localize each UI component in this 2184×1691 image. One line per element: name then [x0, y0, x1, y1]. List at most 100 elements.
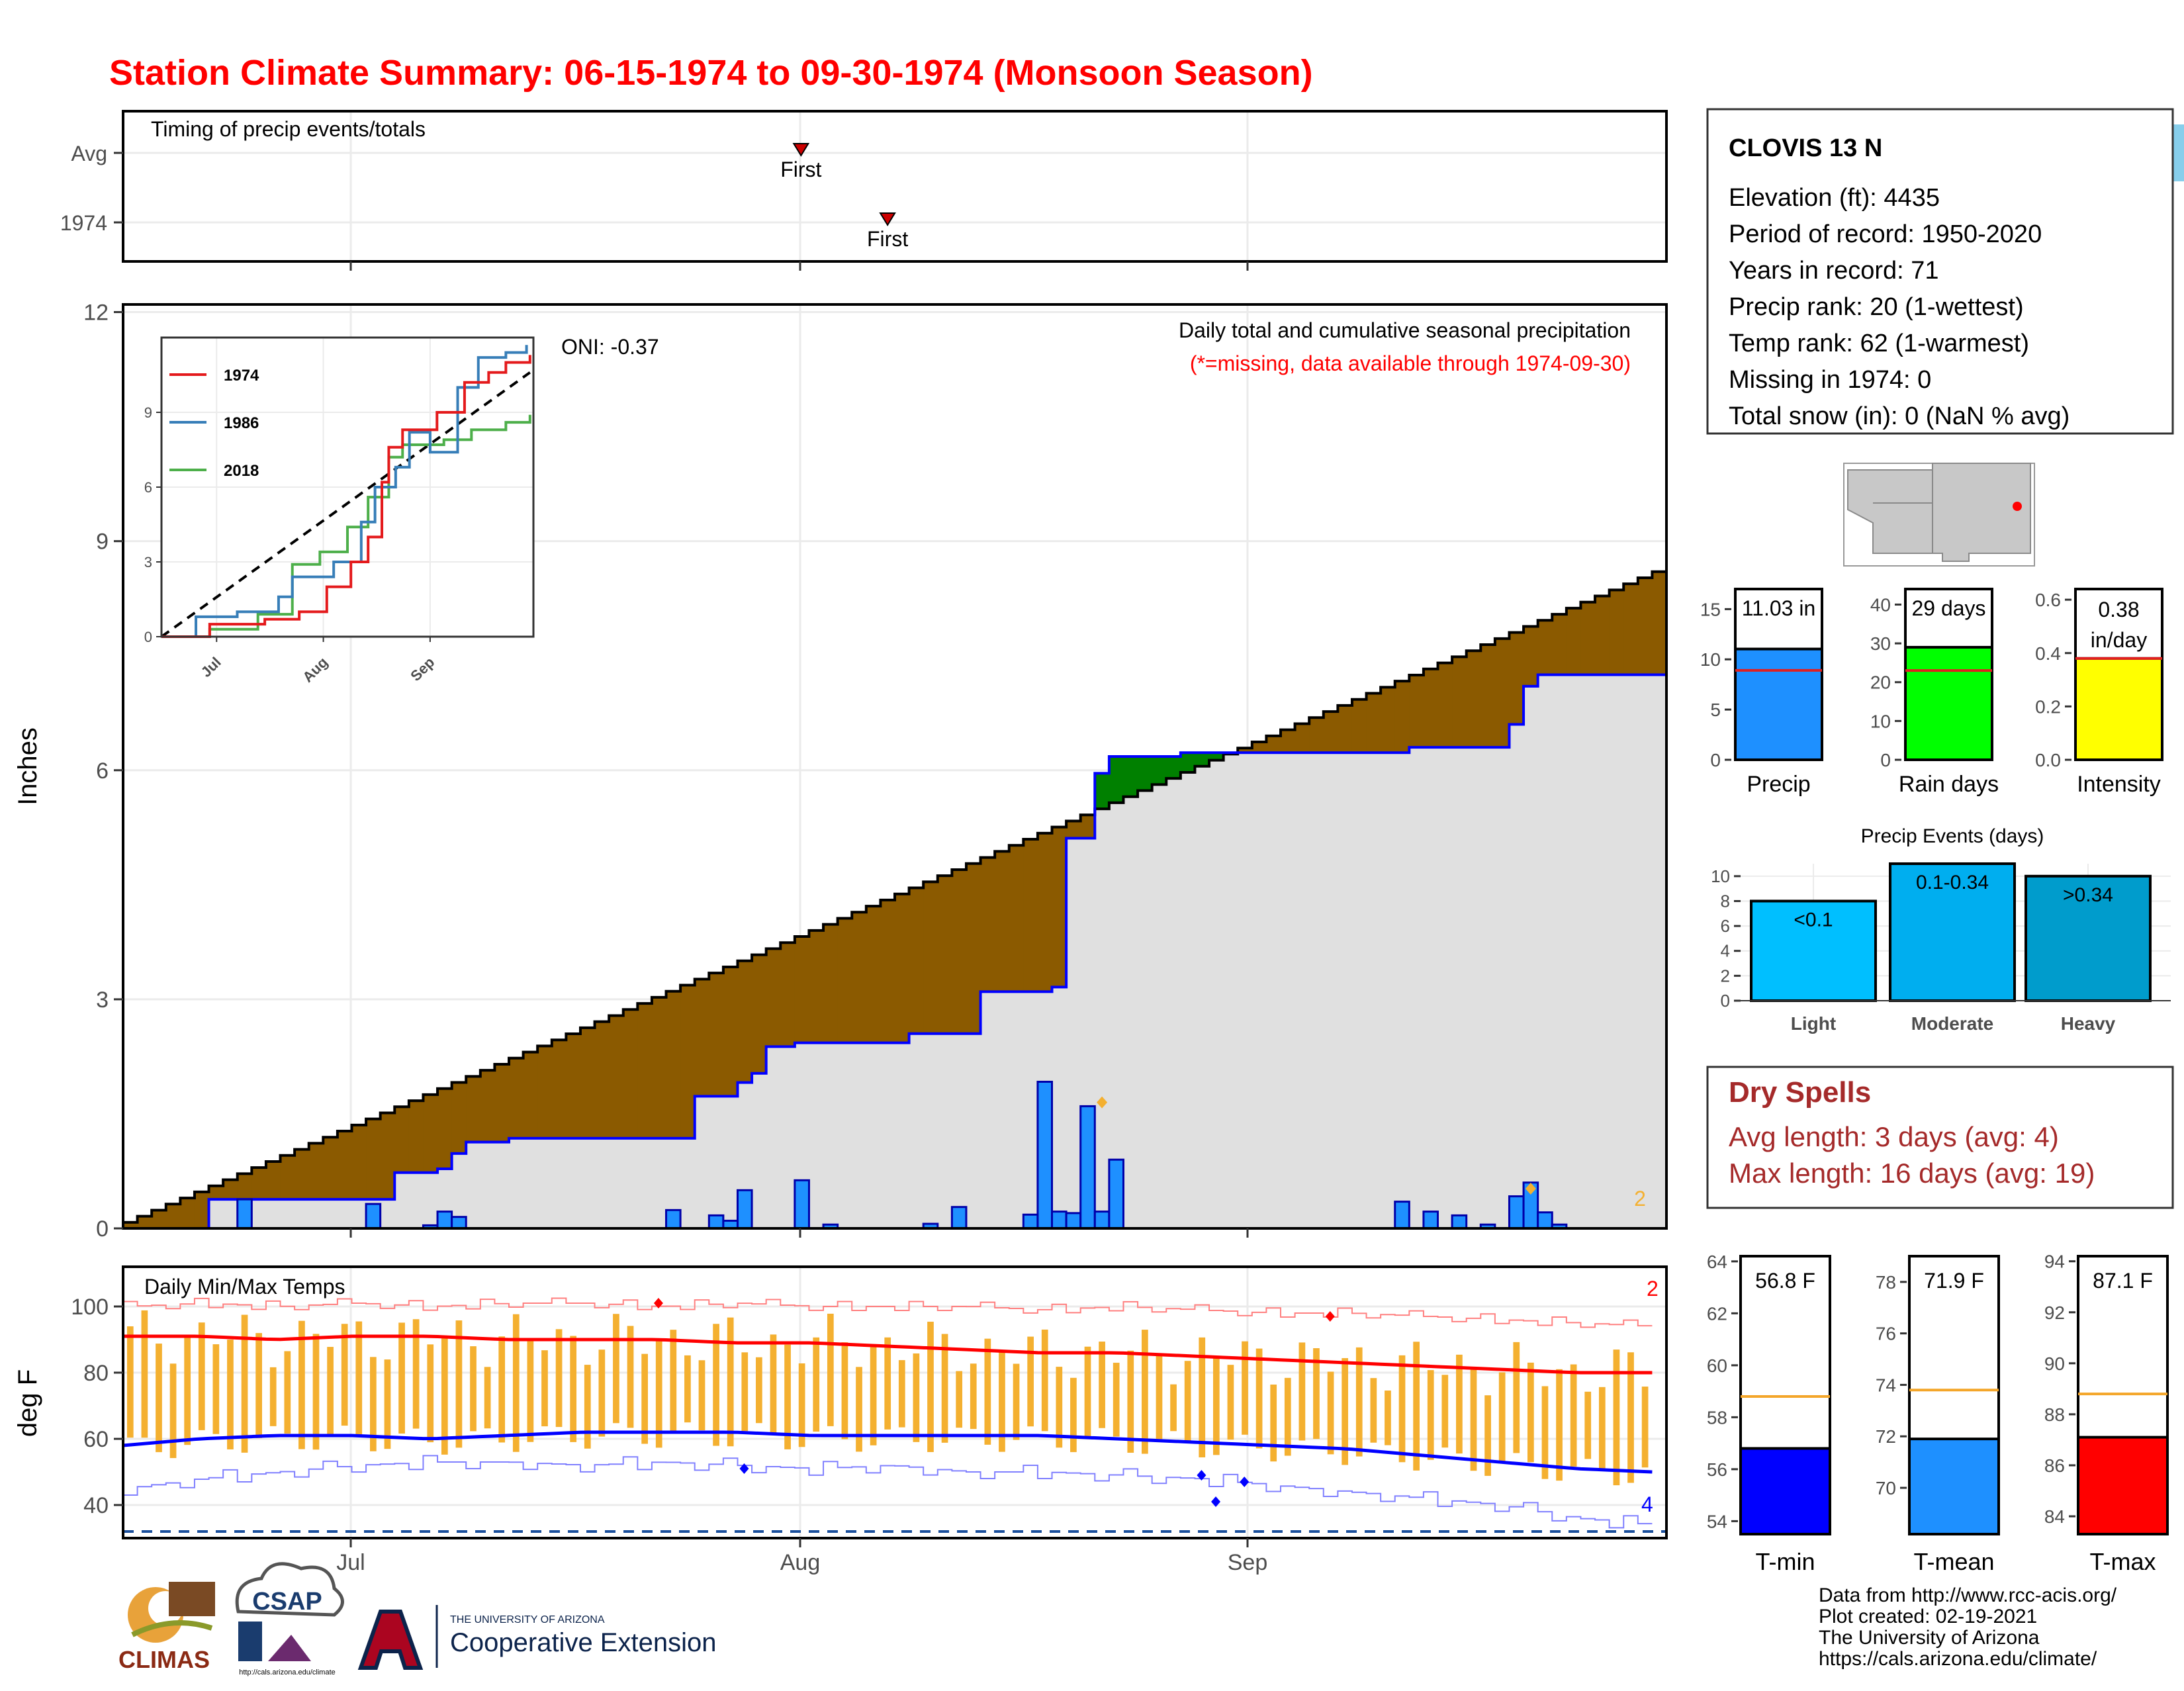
precip-flag-marker [1525, 1183, 1536, 1195]
anomaly-segment [280, 1155, 295, 1200]
inset-x-tick-label: Aug [299, 654, 331, 686]
temp-bar-label: T-min [1756, 1548, 1815, 1575]
anomaly-segment [1381, 687, 1396, 753]
anomaly-segment [1423, 668, 1439, 748]
daily-precip-bar [436, 1211, 453, 1230]
record-low-marker [1197, 1470, 1206, 1481]
anomaly-segment [666, 991, 681, 1138]
daily-precip-bar [665, 1209, 682, 1230]
daily-temp-range-bar [498, 1336, 506, 1443]
daily-temp-range-bar [126, 1326, 134, 1438]
daily-temp-range-bar [312, 1334, 320, 1450]
daily-temp-range-bar [284, 1351, 291, 1434]
precip-events-title: Precip Events (days) [1861, 825, 2044, 847]
y-tick-label: 8 [1721, 891, 1730, 911]
anomaly-segment [308, 1143, 324, 1200]
temperature-panel: 40 60 80 100 Daily Min/Max Temps deg F 2 4 [13, 1265, 1668, 1547]
daily-temp-range-bar [1298, 1342, 1306, 1441]
anomaly-segment [1266, 735, 1281, 753]
y-tick-label: 70 [1876, 1478, 1896, 1498]
daily-temp-range-bar [1398, 1355, 1406, 1463]
daily-temp-range-bar [1313, 1348, 1320, 1440]
daily-temp-range-bar [427, 1344, 434, 1443]
daily-temp-range-bar [298, 1320, 305, 1449]
anomaly-segment [566, 1034, 581, 1138]
y-tick-label: 58 [1707, 1407, 1727, 1428]
y-tick-label: 78 [1876, 1272, 1896, 1293]
daily-temp-range-bar [1456, 1354, 1463, 1454]
credit-line: Data from http://www.rcc-acis.org/ [1819, 1584, 2117, 1606]
temps-corner-bottom: 4 [1641, 1492, 1653, 1516]
anomaly-segment [809, 930, 824, 1043]
anomaly-segment [1394, 681, 1410, 753]
precip-event-tag: >0.34 [2063, 884, 2113, 906]
record-high-marker [1325, 1311, 1335, 1322]
daily-temp-range-bar [684, 1355, 691, 1423]
daily-temp-range-bar [1142, 1330, 1148, 1454]
daily-temp-range-bar [1113, 1363, 1120, 1437]
temp-summary-bar [1908, 1438, 2000, 1535]
daily-temp-range-bar [1570, 1364, 1577, 1467]
daily-precip-bar [1508, 1195, 1525, 1230]
daily-temp-range-bar [341, 1324, 348, 1426]
temp-value-label: 56.8 F [1755, 1269, 1815, 1293]
daily-temp-range-bar [1355, 1347, 1363, 1457]
daily-temp-range-bar [141, 1310, 148, 1438]
summary-bar-label: Intensity [2077, 772, 2161, 797]
daily-temp-range-bar [1227, 1365, 1234, 1440]
daily-temp-range-bar [1641, 1387, 1649, 1468]
y-tick-label: 6 [1721, 916, 1730, 936]
daily-temp-range-bar [1184, 1361, 1191, 1443]
daily-temp-range-bar [512, 1314, 520, 1452]
daily-temp-range-bar [1284, 1377, 1291, 1456]
daily-temp-range-bar [1041, 1329, 1048, 1432]
station-line: Period of record: 1950-2020 [1729, 220, 2042, 248]
y-tick-label: 84 [2044, 1506, 2065, 1527]
anomaly-segment [766, 948, 781, 1047]
daily-precip-bar [1036, 1080, 1054, 1230]
daily-temp-range-bar [1242, 1341, 1248, 1435]
y-tick-label: 15 [1700, 599, 1721, 619]
precip-corner-count: 2 [1634, 1187, 1646, 1211]
temp-summary-bar [1739, 1447, 1831, 1535]
anomaly-segment [1452, 657, 1467, 748]
daily-temp-range-bar [398, 1322, 405, 1434]
y-tick-label: 10 [1700, 649, 1721, 670]
anomaly-segment [1238, 748, 1253, 753]
precip-event-bar [1750, 899, 1877, 1003]
precip-flag-marker [1097, 1096, 1108, 1109]
y-tick-label: 3 [96, 987, 109, 1013]
anomaly-segment [1066, 821, 1081, 839]
inset-y-tick-label: 3 [144, 554, 152, 571]
daily-temp-range-bar [813, 1337, 820, 1432]
daily-temp-range-bar [1556, 1369, 1563, 1481]
y-tick-label: 9 [96, 529, 109, 555]
daily-precip-bar [707, 1214, 725, 1230]
anomaly-segment [1138, 756, 1153, 791]
y-tick-label: 40 [83, 1493, 109, 1518]
daily-temp-range-bar [327, 1347, 334, 1435]
anomaly-segment [1652, 571, 1667, 675]
precip-panel: 0 3 6 9 12 Inches ONI: -0.37 Daily total and… [13, 300, 1668, 1242]
anomaly-segment [1023, 839, 1038, 992]
anomaly-segment [1323, 711, 1338, 753]
daily-temp-range-bar [1527, 1362, 1534, 1463]
anomaly-segment [1195, 753, 1210, 766]
timing-row-avg-label: Avg [71, 142, 107, 165]
precip-event-category: Light [1791, 1013, 1836, 1034]
month-tick-sep: Sep [1228, 1550, 1268, 1575]
summary-bar [2074, 657, 2163, 761]
daily-temp-range-bar [1627, 1352, 1634, 1483]
y-tick-label: 0 [1721, 991, 1730, 1011]
daily-temp-range-bar [212, 1344, 220, 1434]
summary-bar [1904, 645, 1993, 761]
university-of-arizona-logo: THE UNIVERSITY OF ARIZONA Cooperative Ex… [357, 1605, 716, 1670]
precip-event-category: Heavy [2061, 1013, 2116, 1034]
anomaly-segment [1180, 753, 1196, 772]
anomaly-segment [323, 1137, 338, 1200]
daily-temp-range-bar [412, 1319, 420, 1429]
anomaly-segment [1309, 717, 1324, 753]
daily-temp-range-bar [156, 1344, 162, 1453]
daily-temp-range-bar [241, 1314, 248, 1453]
timing-event-label: First [867, 227, 908, 251]
